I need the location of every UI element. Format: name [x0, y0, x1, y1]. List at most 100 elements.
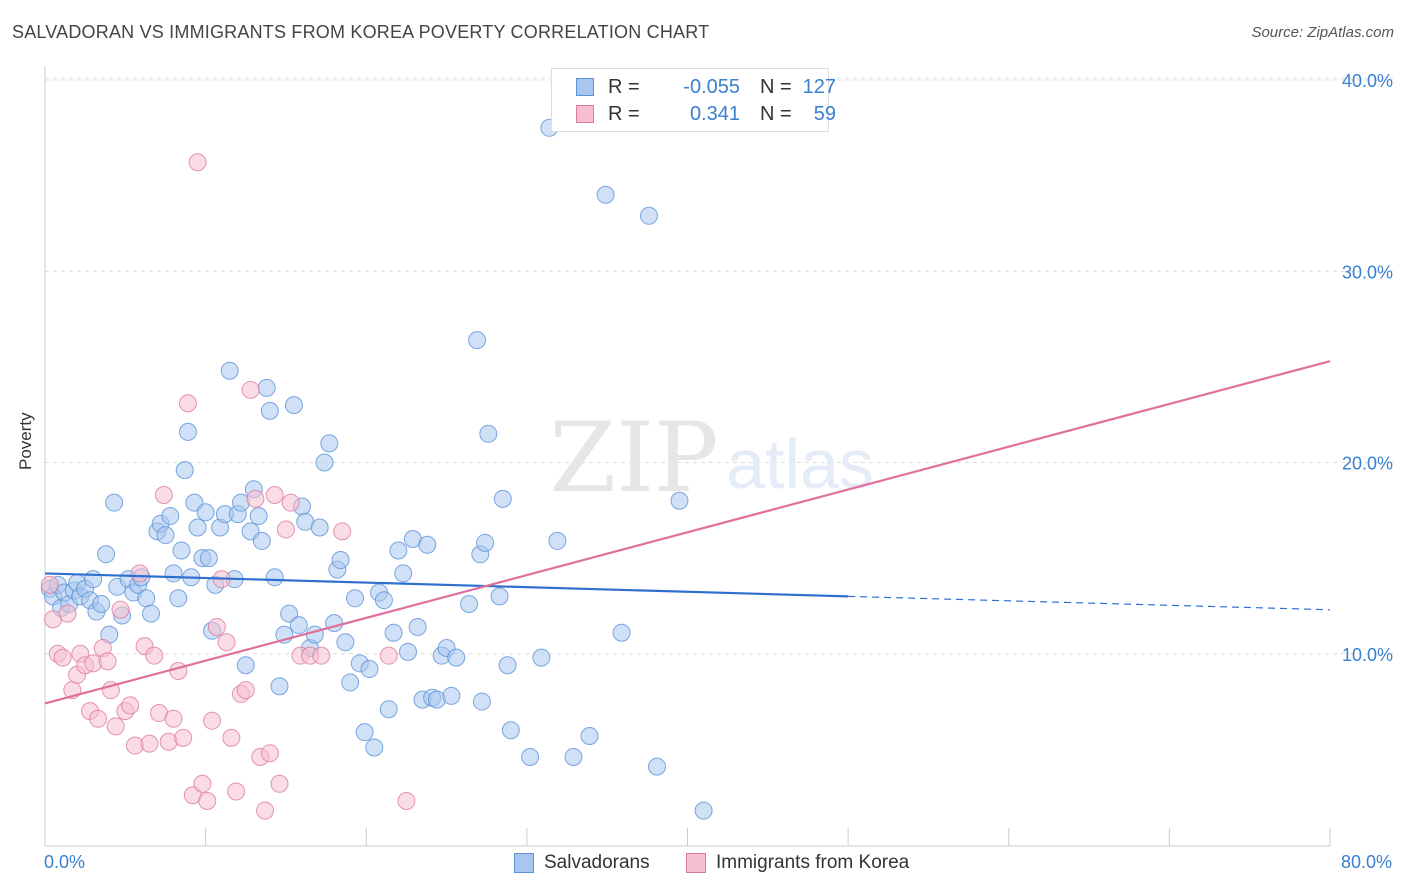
data-point: [694, 801, 713, 820]
data-point: [156, 526, 175, 545]
data-point: [580, 726, 599, 745]
data-point: [447, 648, 466, 667]
data-point: [145, 646, 164, 665]
data-point: [142, 604, 161, 623]
data-point: [260, 744, 279, 763]
trend-line: [44, 572, 849, 598]
data-point: [336, 633, 355, 652]
legend-label: Immigrants from Korea: [716, 852, 910, 873]
legend-n-label: N =: [760, 102, 792, 125]
legend-n-value: 127: [802, 75, 836, 98]
legend-row-korea: R = 0.341 N = 59: [576, 102, 836, 126]
data-point: [379, 646, 398, 665]
data-point: [172, 541, 191, 560]
data-point: [468, 331, 487, 350]
data-point: [564, 748, 583, 767]
data-point: [284, 396, 303, 415]
data-point: [121, 696, 140, 715]
data-point: [498, 656, 517, 675]
data-point: [53, 648, 72, 667]
y-tick-label: 10.0%: [1342, 645, 1393, 665]
data-point: [548, 531, 567, 550]
legend-n-value: 59: [813, 102, 836, 125]
legend-r-label: R =: [608, 75, 640, 98]
data-point: [217, 633, 236, 652]
data-points: [40, 113, 713, 820]
data-point: [249, 507, 268, 526]
legend-swatch-pink: [686, 853, 706, 873]
data-point: [501, 721, 520, 740]
legend-item-korea[interactable]: Immigrants from Korea: [686, 852, 909, 874]
x-tick-label-min: 0.0%: [44, 852, 86, 872]
data-point: [289, 616, 308, 635]
data-point: [203, 711, 222, 730]
data-point: [399, 642, 418, 661]
data-point: [265, 568, 284, 587]
data-point: [384, 623, 403, 642]
legend-swatch-blue: [576, 78, 594, 96]
data-point: [199, 549, 218, 568]
data-point: [647, 757, 666, 776]
data-point: [670, 491, 689, 510]
data-point: [98, 652, 117, 671]
data-point: [490, 587, 509, 606]
data-point: [397, 792, 416, 811]
data-point: [612, 623, 631, 642]
data-point: [394, 564, 413, 583]
data-point: [40, 575, 59, 594]
data-point: [355, 723, 374, 742]
data-point: [360, 660, 379, 679]
data-point: [257, 378, 276, 397]
data-point: [207, 617, 226, 636]
data-point: [236, 681, 255, 700]
data-point: [106, 717, 125, 736]
data-point: [246, 489, 265, 508]
data-point: [260, 401, 279, 420]
data-point: [175, 461, 194, 480]
data-point: [84, 570, 103, 589]
data-point: [130, 564, 149, 583]
legend-swatch-pink: [576, 105, 594, 123]
data-point: [111, 600, 130, 619]
legend-label: Salvadorans: [544, 852, 650, 873]
data-point: [639, 206, 658, 225]
data-point: [408, 617, 427, 636]
data-point: [320, 434, 339, 453]
data-point: [164, 564, 183, 583]
watermark: ZIP atlas: [549, 402, 874, 514]
data-point: [178, 422, 197, 441]
data-point: [256, 801, 275, 820]
legend-item-salvadorans[interactable]: Salvadorans: [514, 852, 650, 874]
data-point: [280, 604, 299, 623]
data-point: [169, 661, 188, 680]
data-point: [252, 531, 271, 550]
data-point: [137, 589, 156, 608]
y-tick-label: 40.0%: [1342, 71, 1393, 91]
data-point: [374, 591, 393, 610]
data-point: [493, 489, 512, 508]
data-point: [346, 589, 365, 608]
data-point: [532, 648, 551, 667]
data-point: [472, 692, 491, 711]
data-point: [188, 153, 207, 172]
trend-line-extension: [848, 595, 1331, 611]
data-point: [379, 700, 398, 719]
data-point: [92, 595, 111, 614]
data-point: [596, 185, 615, 204]
data-point: [418, 535, 437, 554]
data-point: [198, 792, 217, 811]
data-point: [140, 734, 159, 753]
data-point: [105, 493, 124, 512]
watermark-atlas: atlas: [726, 425, 874, 503]
data-point: [305, 625, 324, 644]
trend-lines: [44, 360, 1331, 705]
data-point: [169, 589, 188, 608]
data-point: [270, 774, 289, 793]
data-point: [89, 709, 108, 728]
watermark-zip: ZIP: [549, 402, 718, 514]
data-point: [220, 361, 239, 380]
y-tick-label: 20.0%: [1342, 454, 1393, 474]
legend-r-value: -0.055: [683, 75, 740, 98]
legend-swatch-blue: [514, 853, 534, 873]
y-tick-labels: 10.0% 20.0% 30.0% 40.0%: [1342, 71, 1393, 665]
